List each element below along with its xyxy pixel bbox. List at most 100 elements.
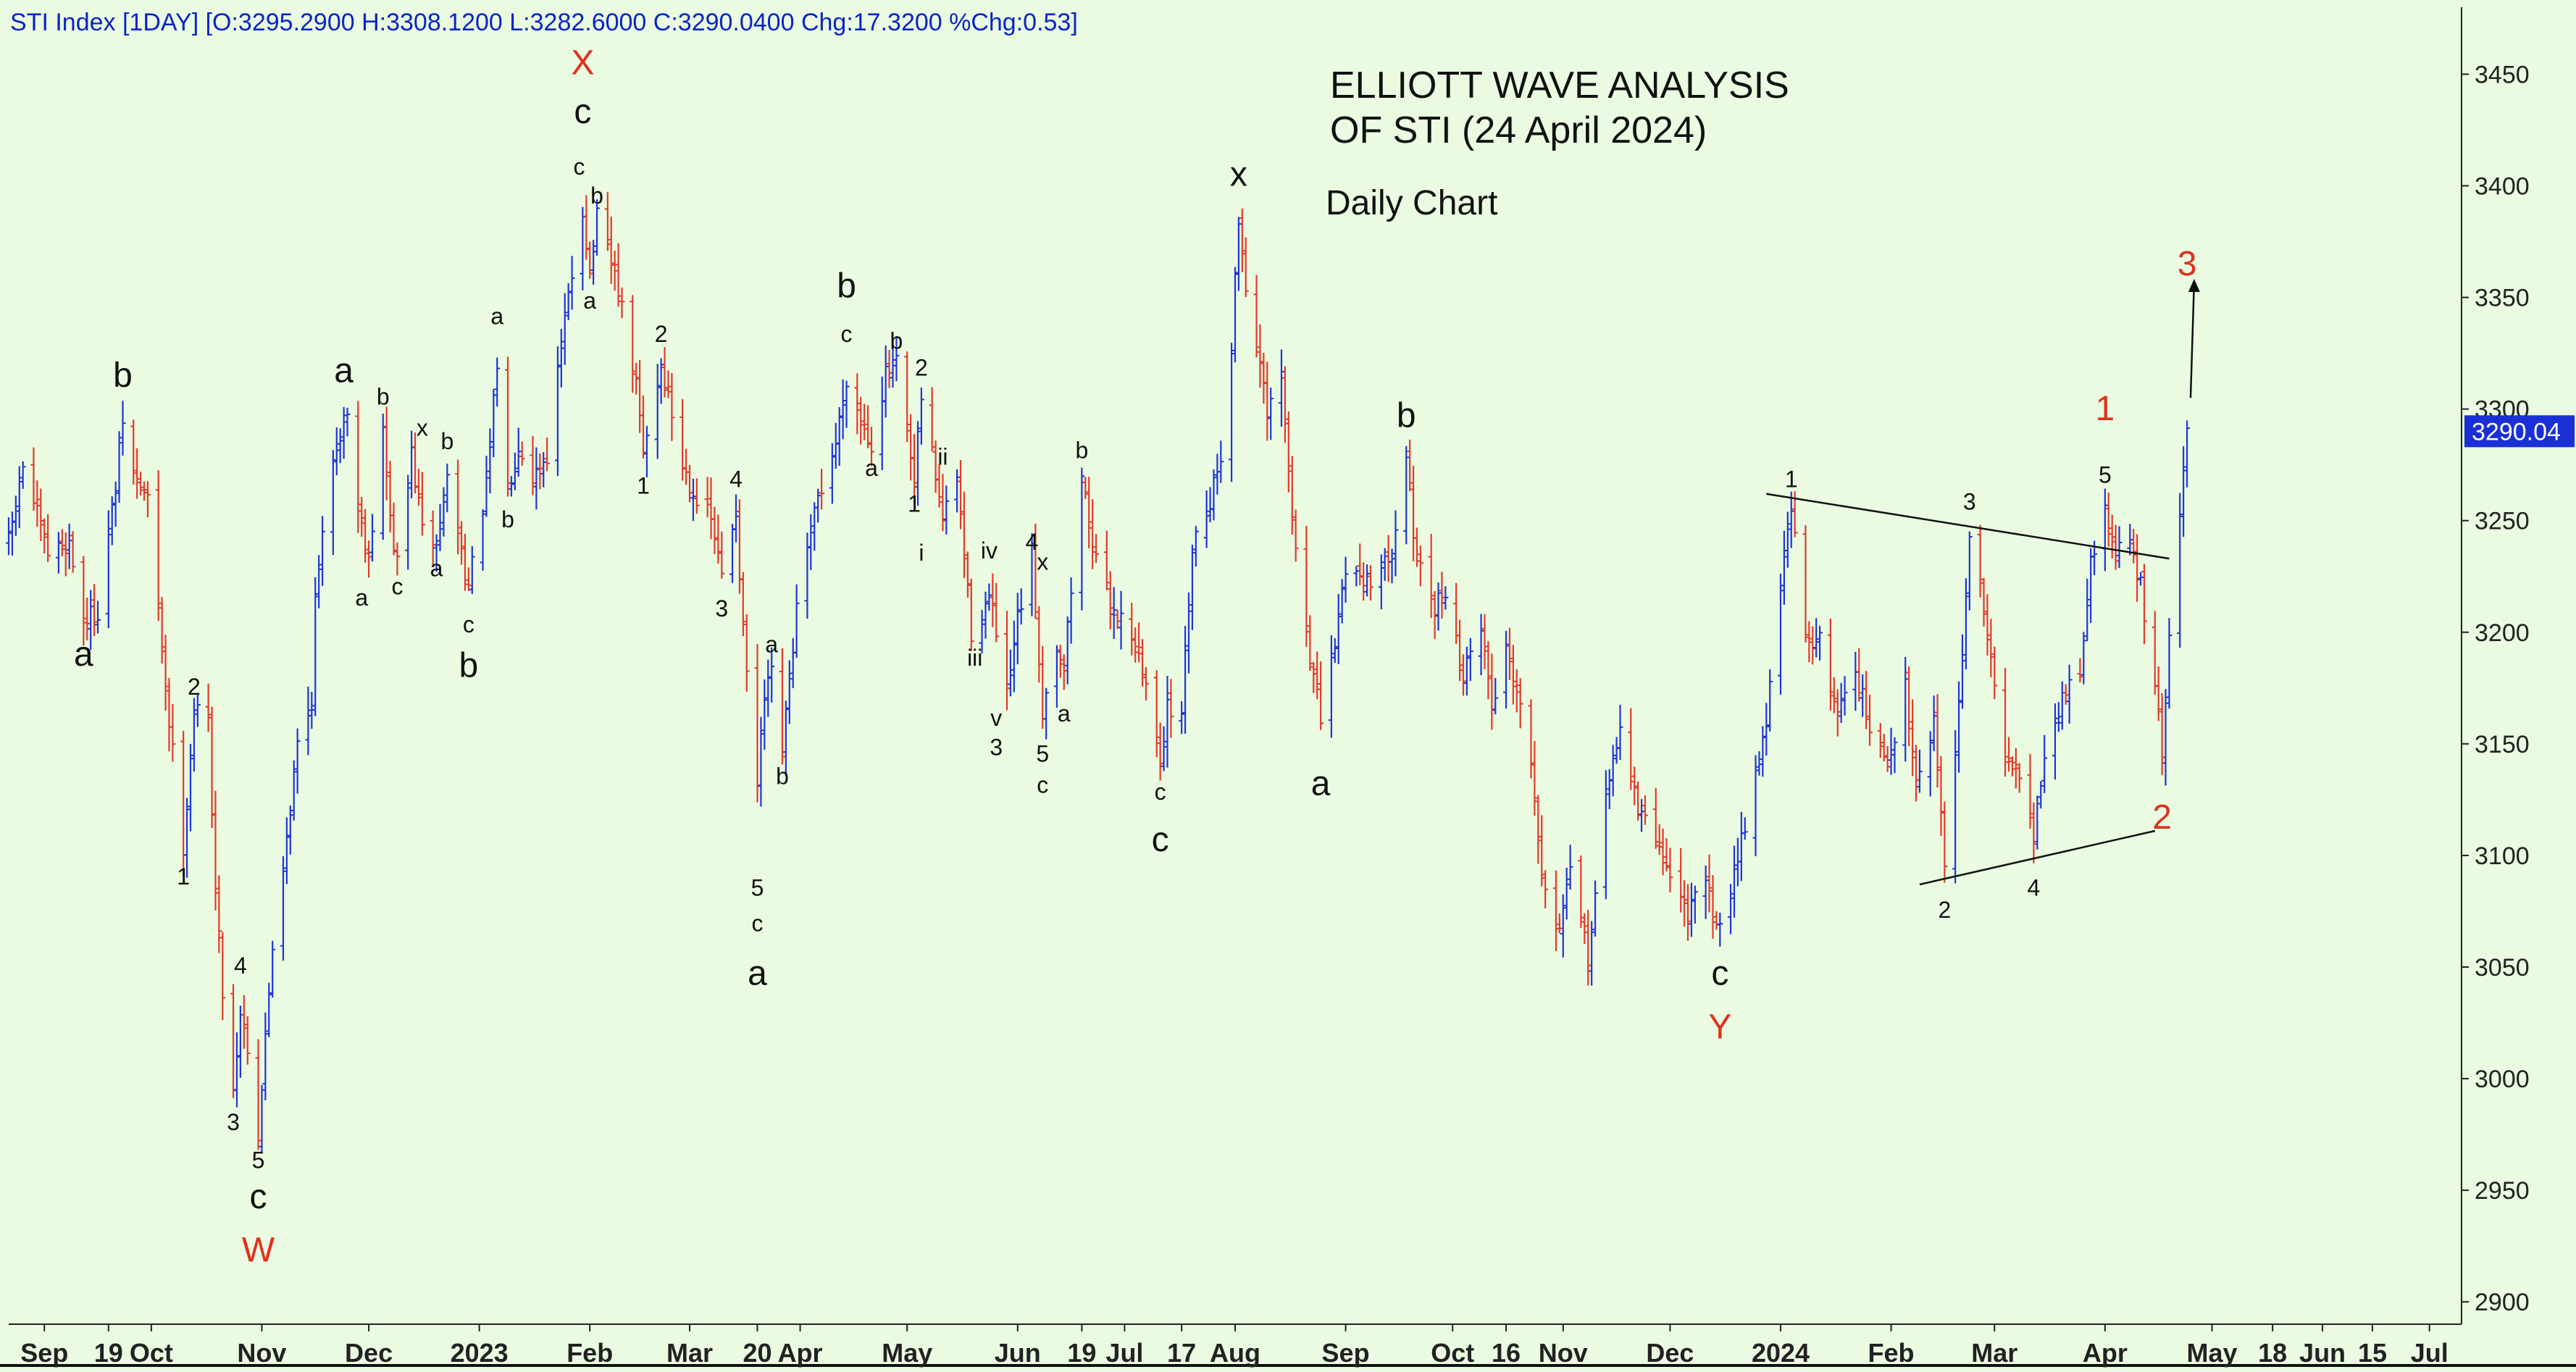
ohlc-bar	[1439, 572, 1445, 619]
ohlc-bar	[740, 572, 746, 637]
ohlc-bar	[829, 443, 835, 504]
ohlc-bar	[1478, 614, 1484, 676]
ohlc-bar	[886, 350, 892, 388]
wave-label: b	[776, 763, 789, 789]
ohlc-bar	[241, 995, 247, 1049]
wave-label: 2	[2152, 798, 2172, 837]
ohlc-bar	[469, 545, 475, 595]
ohlc-bar	[1702, 865, 1709, 919]
ohlc-bar	[1542, 870, 1549, 908]
ohlc-bar	[1535, 795, 1542, 864]
ohlc-bar	[569, 256, 575, 310]
time-tick-label: Oct	[130, 1338, 173, 1368]
ohlc-bar	[283, 817, 290, 884]
ohlc-bar	[1781, 530, 1787, 605]
ohlc-bar	[1728, 884, 1734, 934]
ohlc-bar	[187, 743, 193, 832]
wave-label: a	[583, 288, 596, 314]
ohlc-bar	[2009, 756, 2015, 777]
ohlc-bar	[1007, 649, 1013, 697]
ohlc-bar	[1563, 867, 1570, 920]
ohlc-bar	[430, 510, 436, 567]
ohlc-bar	[1691, 885, 1698, 924]
ohlc-bar	[782, 700, 789, 777]
ohlc-bar	[1539, 815, 1545, 887]
ohlc-bar	[1357, 543, 1363, 585]
wave-label: 2	[655, 321, 668, 347]
ohlc-bar	[961, 491, 967, 579]
ohlc-bar	[765, 659, 771, 717]
wave-label: 4	[729, 466, 743, 492]
ohlc-bar	[954, 469, 961, 513]
ohlc-bar	[561, 293, 568, 365]
ohlc-bar	[1585, 909, 1592, 986]
ohlc-bar	[1018, 588, 1024, 625]
wave-label: 3	[227, 1109, 240, 1135]
ohlc-bar	[1760, 726, 1766, 777]
ohlc-bar	[2012, 748, 2019, 789]
ohlc-bar	[769, 647, 775, 703]
ohlc-bar	[964, 551, 971, 598]
time-tick-label: 17	[1167, 1338, 1196, 1368]
time-tick-label: Apr	[2083, 1338, 2128, 1368]
ohlc-bar	[558, 329, 564, 388]
ohlc-bar	[34, 480, 41, 527]
ohlc-bar	[982, 591, 989, 639]
ohlc-bar	[669, 373, 675, 441]
wave-label: a	[430, 556, 443, 582]
ohlc-bar	[1503, 630, 1510, 709]
ohlc-bar	[1285, 411, 1292, 493]
time-tick-label: Nov	[237, 1338, 286, 1368]
wave-label: a	[74, 635, 93, 674]
ohlc-bar	[184, 798, 191, 878]
ohlc-bar	[719, 531, 725, 579]
ohlc-bar	[1442, 586, 1449, 610]
wave-label: a	[355, 585, 368, 611]
time-tick-label: May	[882, 1338, 932, 1368]
ohlc-bar	[1560, 894, 1566, 958]
ohlc-bar	[1977, 524, 1983, 598]
ohlc-bar	[1353, 566, 1360, 587]
time-tick-label: Jun	[995, 1338, 1041, 1368]
wave-label: i	[919, 540, 924, 566]
ohlc-bar	[1457, 619, 1463, 682]
time-tick-label: 16	[1492, 1338, 1521, 1368]
ohlc-bar	[1956, 681, 1962, 773]
ohlc-bar	[604, 192, 611, 251]
ohlc-bar	[1934, 693, 1941, 788]
projection-arrow-head	[2188, 279, 2200, 293]
ohlc-bar	[1210, 469, 1217, 521]
ohlc-bar	[280, 856, 286, 961]
price-tick-label: 3200	[2475, 619, 2530, 647]
ohlc-bar	[1642, 795, 1648, 825]
ohlc-bar	[2031, 802, 2037, 863]
ohlc-bar	[205, 683, 212, 732]
price-tick-label: 3150	[2475, 731, 2530, 758]
ohlc-bar	[1253, 275, 1260, 358]
ohlc-bar	[1831, 677, 1837, 714]
ohlc-bar	[661, 347, 668, 398]
ohlc-bars	[6, 192, 2191, 1154]
ohlc-bar	[309, 691, 315, 729]
ohlc-bar	[84, 597, 91, 640]
ohlc-bar	[340, 406, 347, 459]
ohlc-bar	[294, 728, 301, 794]
ohlc-bar	[1681, 880, 1688, 927]
ohlc-bar	[843, 380, 850, 428]
ohlc-bar	[1339, 579, 1345, 624]
ohlc-bar	[1710, 875, 1716, 940]
last-price-tag	[2464, 415, 2575, 448]
ohlc-bar	[587, 241, 593, 279]
ohlc-bar	[70, 531, 76, 573]
ohlc-bar	[2159, 693, 2165, 775]
ohlc-bar	[194, 693, 201, 727]
ohlc-bar	[554, 346, 561, 477]
ohlc-bar	[1004, 611, 1011, 711]
wave-label: 4	[1026, 529, 1039, 555]
ohlc-bar	[2084, 578, 2091, 642]
ohlc-bar	[1431, 590, 1438, 640]
ohlc-bar	[804, 532, 811, 619]
ohlc-bar	[858, 396, 864, 445]
